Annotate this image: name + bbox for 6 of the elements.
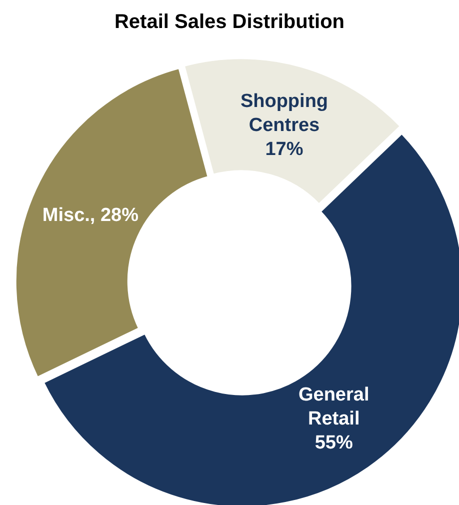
chart-title: Retail Sales Distribution xyxy=(114,11,345,33)
slice-label: General Retail xyxy=(298,384,370,430)
data-label: 55% xyxy=(314,432,353,454)
data-label: 17% xyxy=(265,139,304,160)
slice-label: Misc., 28% xyxy=(42,205,139,226)
slice-label: Shopping Centres xyxy=(240,91,328,136)
